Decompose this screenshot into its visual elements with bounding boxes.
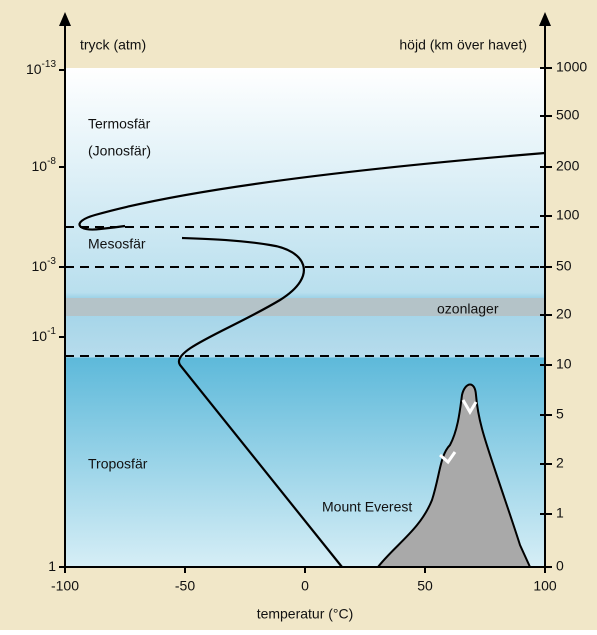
right-tick-label: 0 [556,558,564,574]
right-tick-label: 1000 [556,59,587,75]
right-tick-label: 100 [556,207,580,223]
left-title: tryck (atm) [80,37,146,53]
right-tick-label: 500 [556,107,580,123]
bottom-tick-label: 0 [301,578,309,594]
bottom-tick-label: 100 [533,578,557,594]
layer-label: Termosfär [88,116,151,132]
bottom-tick-label: 50 [417,578,433,594]
layer-label: Mesosfär [88,236,146,252]
left-tick-label: 1 [48,558,56,574]
right-tick-label: 200 [556,158,580,174]
mountain-label: Mount Everest [322,499,412,515]
layer-label: ozonlager [437,301,499,317]
base: 10 [32,258,48,274]
bottom-tick-label: -100 [51,578,79,594]
base: 10 [32,158,48,174]
bottom-title: temperatur (°C) [257,606,354,622]
exponent: -13 [42,59,57,70]
exponent: -3 [47,256,56,267]
right-tick-label: 1 [556,505,564,521]
right-tick-label: 10 [556,356,572,372]
right-tick-label: 20 [556,306,572,322]
layer-label: Troposfär [88,456,148,472]
exponent: -1 [47,326,56,337]
bottom-tick-label: -50 [175,578,195,594]
base: 1 [48,558,56,574]
diagram: tryck (atm) höjd (km över havet) tempera… [0,0,597,630]
layer-label: (Jonosfär) [88,143,151,159]
exponent: -8 [47,156,56,167]
right-title: höjd (km över havet) [399,37,527,53]
right-tick-label: 50 [556,258,572,274]
right-tick-label: 2 [556,455,564,471]
base: 10 [32,328,48,344]
right-tick-label: 5 [556,406,564,422]
base: 10 [26,61,42,77]
